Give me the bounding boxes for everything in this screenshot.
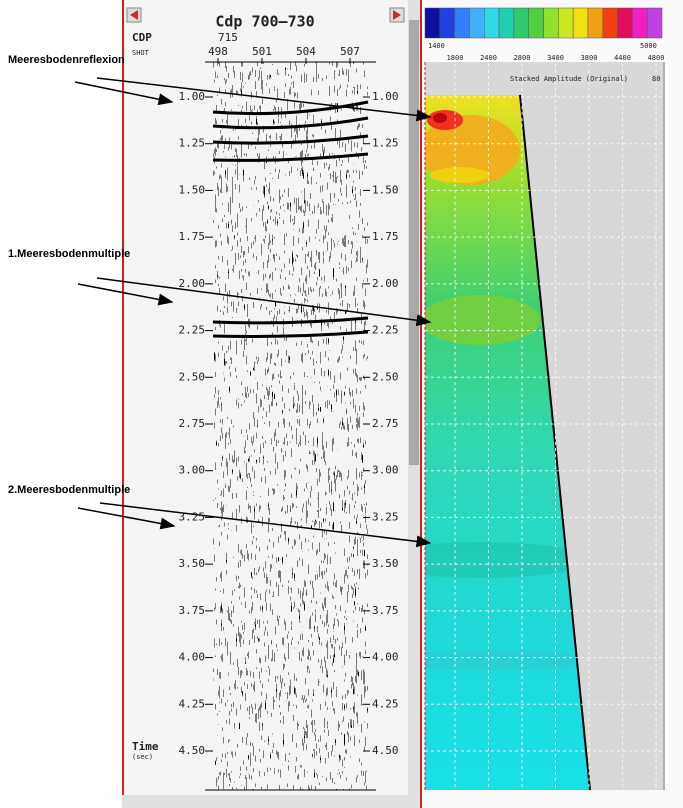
arrow — [99, 502, 432, 548]
time-label: 2.50 — [179, 370, 206, 383]
time-label: 2.50 — [372, 370, 399, 383]
range-max: 5000 — [640, 42, 657, 50]
annotation: 2.Meeresbodenmultiple — [8, 484, 130, 496]
scroll-thumb[interactable] — [409, 20, 419, 465]
velocity-tick-label: 4800 — [648, 54, 665, 62]
cdp-label: CDP — [132, 31, 152, 44]
arrow — [77, 283, 174, 306]
time-label: 2.00 — [179, 277, 206, 290]
time-label: 3.25 — [372, 510, 399, 523]
time-label: 3.00 — [372, 464, 399, 477]
color-swatch — [602, 7, 618, 39]
range-min: 1400 — [428, 42, 445, 50]
velocity-tick-label: 3800 — [581, 54, 598, 62]
h-scrollbar[interactable] — [122, 795, 408, 808]
color-swatch — [454, 7, 470, 39]
velocity-tick-label: 3400 — [547, 54, 564, 62]
time-label: Time — [132, 740, 159, 753]
color-swatch — [558, 7, 574, 39]
shot-label: SHOT — [132, 49, 150, 57]
time-label: 2.75 — [179, 417, 206, 430]
contour — [425, 650, 590, 670]
time-label: 1.75 — [372, 230, 399, 243]
color-swatch — [646, 7, 663, 39]
time-label: 4.00 — [372, 651, 399, 664]
time-label: 1.00 — [372, 90, 399, 103]
prev-icon — [130, 10, 138, 20]
time-label: 4.50 — [372, 744, 399, 757]
time-label: 3.25 — [179, 510, 206, 523]
time-label: 1.50 — [372, 183, 399, 196]
velocity-tick-label: 1800 — [447, 54, 464, 62]
time-label: 4.25 — [179, 697, 206, 710]
arrows — [74, 77, 432, 548]
time-label: 3.50 — [179, 557, 206, 570]
color-swatch — [617, 7, 633, 39]
time-label: 2.00 — [372, 277, 399, 290]
color-swatch — [424, 7, 441, 39]
arrow — [77, 507, 176, 530]
color-swatch — [543, 7, 559, 39]
caption-value: 80 — [652, 75, 660, 83]
color-bar — [424, 7, 663, 39]
time-label: 2.25 — [372, 324, 399, 337]
seismic-traces — [213, 62, 368, 790]
section-title: Cdp 700–730 — [215, 13, 314, 31]
color-swatch — [587, 7, 603, 39]
contour — [425, 542, 590, 578]
grid — [425, 64, 664, 790]
time-label: 1.25 — [179, 137, 206, 150]
contour — [425, 295, 540, 345]
color-swatch — [528, 7, 544, 39]
color-swatch — [469, 7, 485, 39]
reflections — [212, 100, 369, 338]
shot-label: 507 — [340, 45, 360, 58]
cdp-value: 715 — [218, 31, 238, 44]
color-swatch — [498, 7, 515, 39]
color-swatch — [572, 7, 589, 39]
velocity-tick-label: 4400 — [614, 54, 631, 62]
time-label: 1.25 — [372, 137, 399, 150]
contour — [425, 115, 520, 185]
velocity-tick-label: 2400 — [480, 54, 497, 62]
time-label: 1.75 — [179, 230, 206, 243]
contour — [430, 167, 490, 183]
annotation: 1.Meeresbodenmultiple — [8, 248, 130, 260]
color-swatch — [513, 7, 529, 39]
next-icon — [393, 10, 401, 20]
time-label: 2.25 — [179, 324, 206, 337]
time-label: 2.75 — [372, 417, 399, 430]
shot-label: 504 — [296, 45, 316, 58]
annotation: Meeresbodenreflexion — [8, 54, 125, 66]
time-label: 4.50 — [179, 744, 206, 757]
time-label: 3.75 — [179, 604, 206, 617]
arrow — [96, 277, 432, 327]
time-label: 3.50 — [372, 557, 399, 570]
shot-label: 498 — [208, 45, 228, 58]
time-label: 3.00 — [179, 464, 206, 477]
time-unit: (sec) — [132, 753, 153, 761]
color-swatch — [632, 7, 648, 39]
time-label: 1.50 — [179, 183, 206, 196]
time-label: 4.25 — [372, 697, 399, 710]
time-label: 1.00 — [179, 90, 206, 103]
shot-label: 501 — [252, 45, 272, 58]
color-swatch — [484, 7, 500, 39]
time-label: 4.00 — [179, 651, 206, 664]
color-swatch — [439, 7, 455, 39]
contour — [433, 113, 447, 123]
time-label: 3.75 — [372, 604, 399, 617]
caption: Stacked Amplitude (Original) — [510, 75, 628, 83]
arrow — [74, 81, 174, 106]
arrow — [96, 77, 432, 122]
velocity-tick-label: 2800 — [514, 54, 531, 62]
